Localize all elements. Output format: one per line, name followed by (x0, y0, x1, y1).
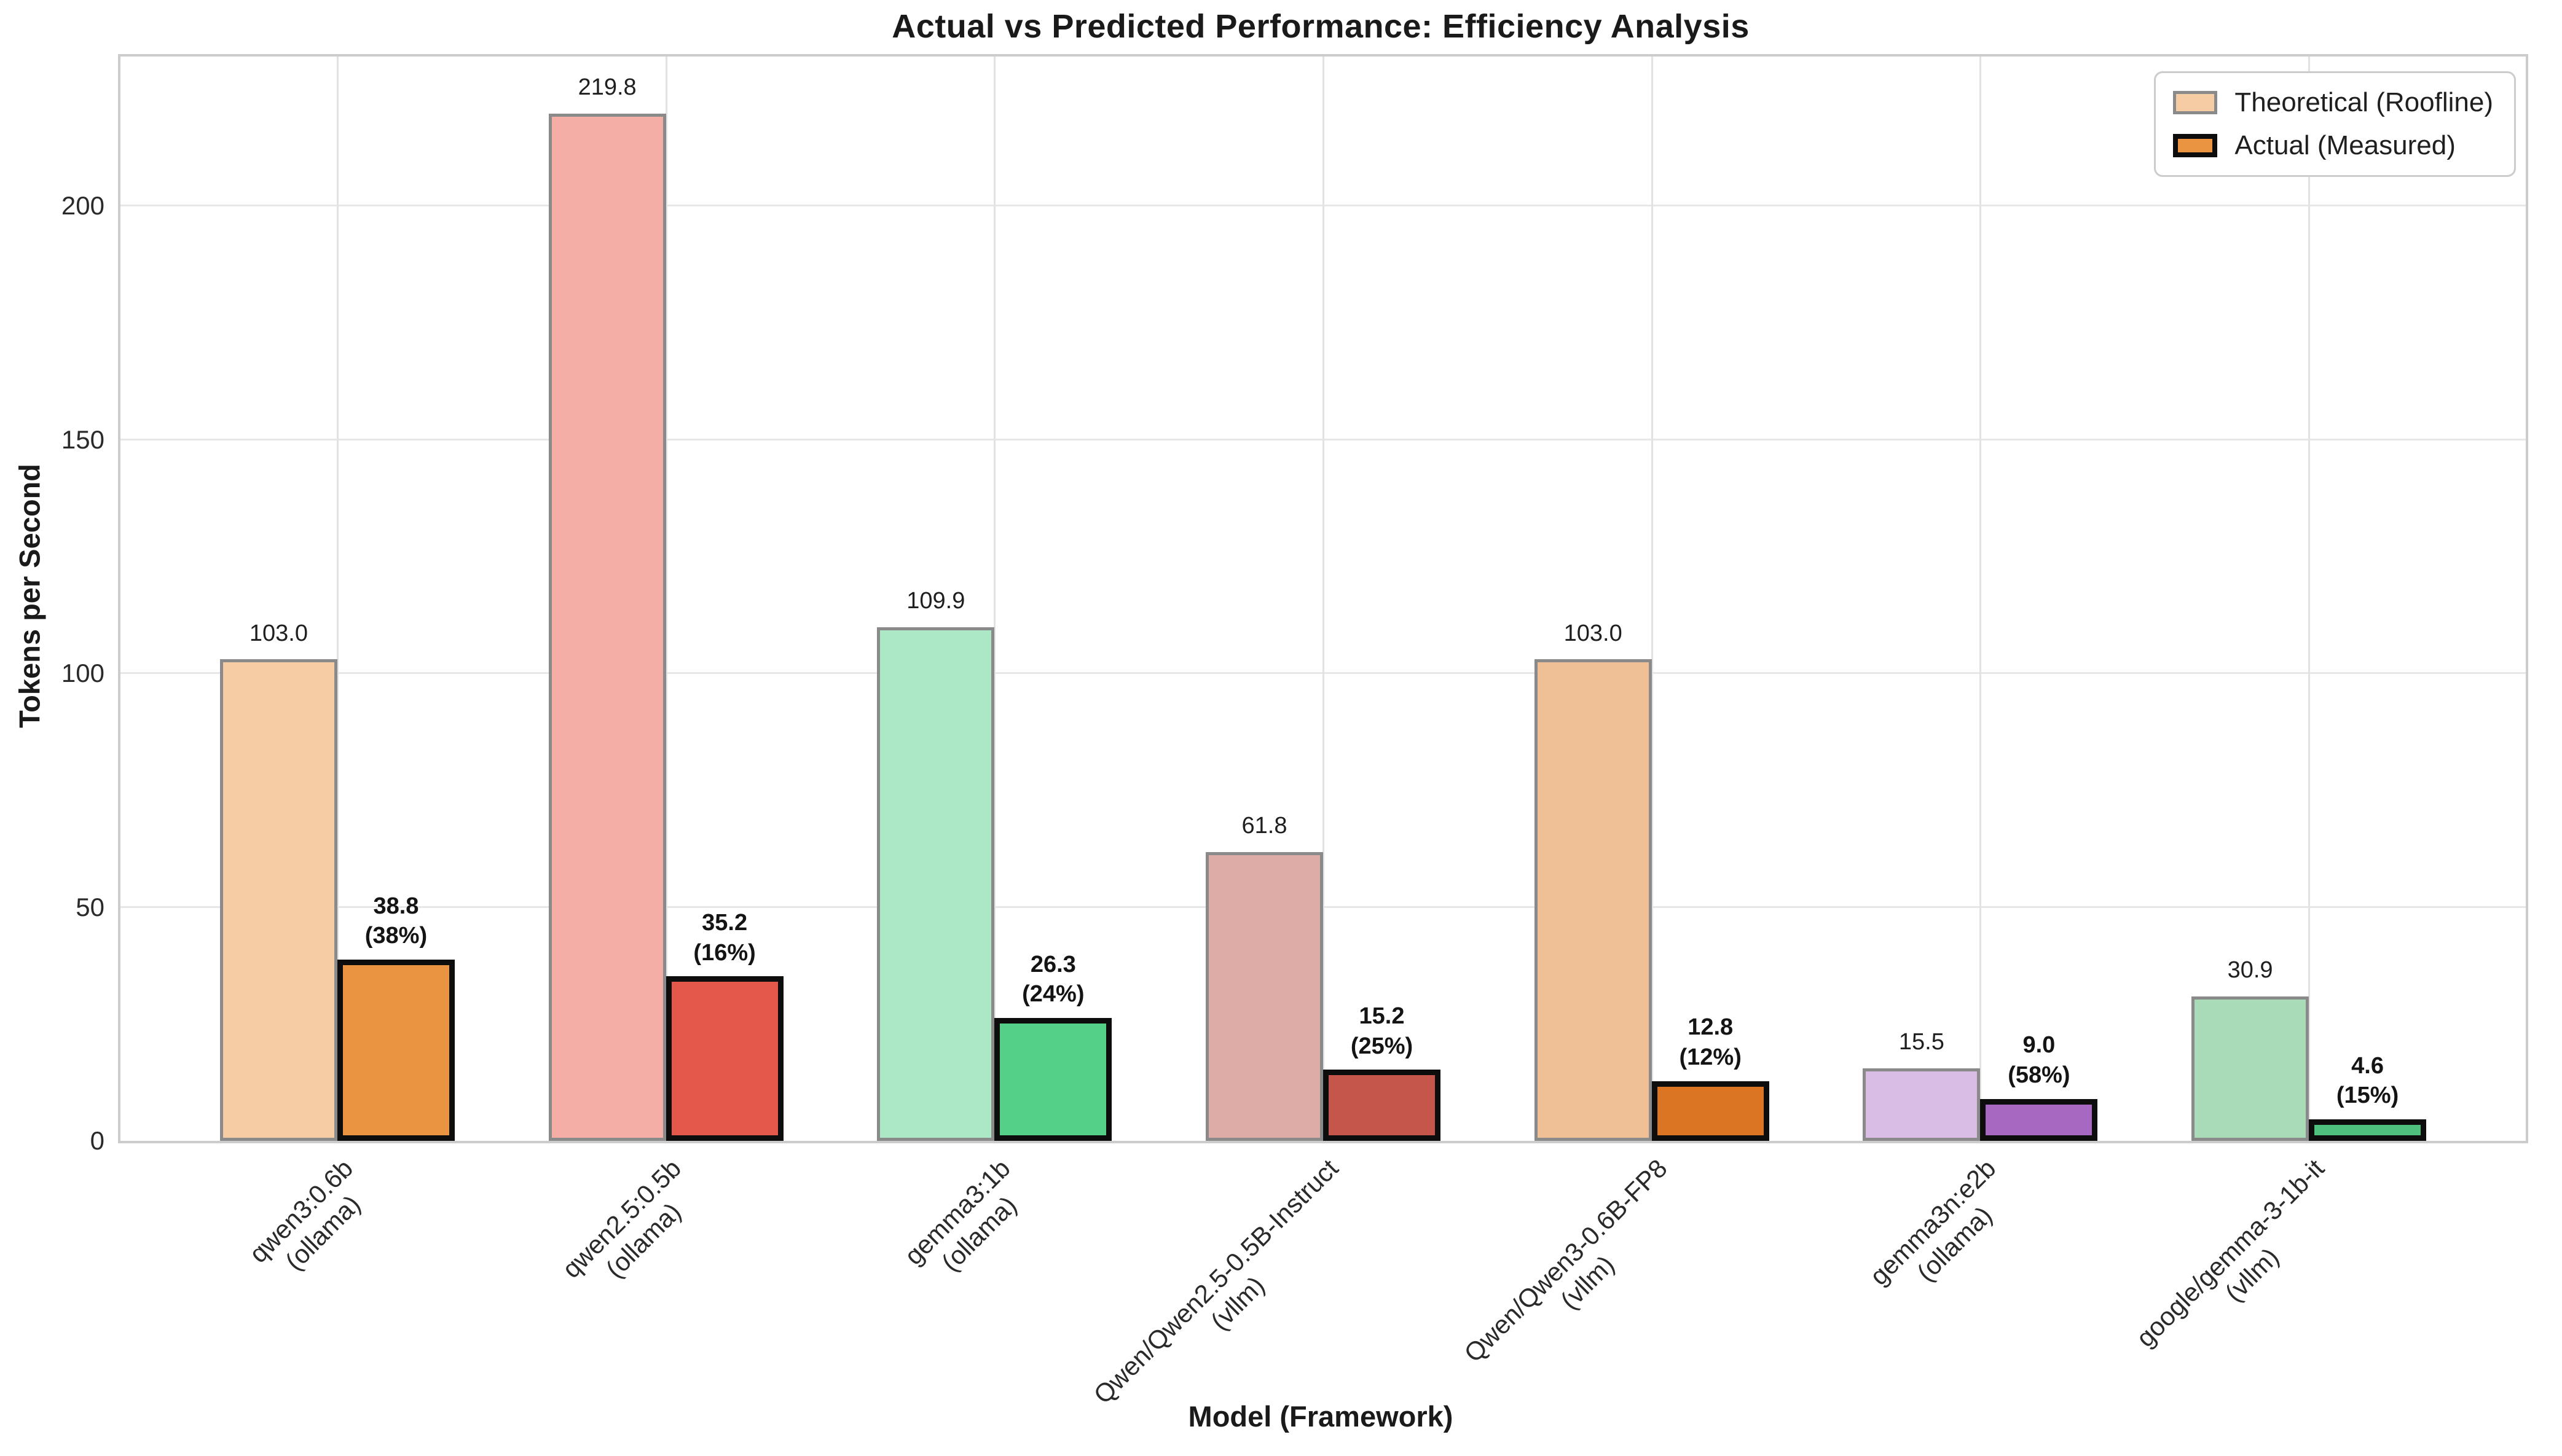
theoretical-bar (1534, 659, 1652, 1141)
x-tick-label: qwen2.5:0.5b (ollama) (556, 1153, 687, 1284)
theoretical-value-label: 103.0 (1563, 620, 1622, 646)
actual-bar (1651, 1081, 1769, 1141)
x-gridline (665, 57, 667, 1141)
y-axis-label: Tokens per Second (13, 463, 46, 729)
x-tick-label: Qwen/Qwen2.5-0.5B-Instruct (vllm) (1088, 1153, 1344, 1409)
legend: Theoretical (Roofline) Actual (Measured) (2154, 71, 2516, 177)
plot-area: Theoretical (Roofline) Actual (Measured)… (61, 54, 2528, 1409)
actual-value-label: 4.6 (15%) (2336, 1052, 2399, 1109)
actual-bar (666, 976, 784, 1141)
x-axis-label: Model (Framework) (1188, 1400, 1453, 1433)
x-gridline (1651, 57, 1653, 1141)
actual-value-label: 9.0 (58%) (2008, 1032, 2070, 1088)
theoretical-bar (877, 627, 995, 1141)
actual-value-label: 15.2 (25%) (1350, 1003, 1413, 1059)
x-gridline (994, 57, 996, 1141)
actual-bar (337, 959, 455, 1141)
actual-bar (1980, 1098, 2098, 1141)
actual-value-label: 12.8 (12%) (1679, 1014, 1742, 1070)
x-tick-label: gemma3:1b (ollama) (898, 1153, 1022, 1277)
legend-item: Actual (Measured) (2173, 132, 2493, 159)
y-tick-label: 200 (61, 191, 104, 221)
x-tick-label: Qwen/Qwen3-0.6B-FP8 (vllm) (1458, 1153, 1673, 1368)
theoretical-bar (219, 659, 337, 1141)
y-tick-label: 100 (61, 659, 104, 688)
legend-swatch-theoretical-icon (2173, 91, 2218, 114)
actual-value-label: 38.8 (38%) (364, 893, 428, 949)
x-gridline (336, 57, 339, 1141)
actual-bar (994, 1017, 1112, 1141)
theoretical-value-label: 103.0 (249, 620, 308, 646)
x-tick-label: gemma3n:e2b (ollama) (1864, 1153, 2002, 1291)
y-tick-label: 50 (76, 892, 104, 922)
x-gridline (1322, 57, 1324, 1141)
theoretical-value-label: 219.8 (578, 74, 637, 101)
theoretical-bar (2191, 996, 2309, 1141)
legend-swatch-actual-icon (2173, 134, 2218, 157)
legend-label-theoretical: Theoretical (Roofline) (2234, 87, 2493, 117)
actual-bar (2309, 1119, 2427, 1141)
theoretical-bar (548, 113, 666, 1141)
theoretical-bar (1206, 851, 1323, 1141)
y-tick-label: 0 (90, 1126, 104, 1155)
actual-bar (1323, 1070, 1440, 1141)
actual-value-label: 35.2 (16%) (693, 909, 756, 966)
legend-label-actual: Actual (Measured) (2234, 130, 2456, 160)
chart-title: Actual vs Predicted Performance: Efficie… (892, 8, 1750, 45)
theoretical-bar (1863, 1068, 1981, 1141)
actual-value-label: 26.3 (24%) (1022, 951, 1085, 1008)
x-gridline (2308, 57, 2311, 1141)
y-tick-label: 150 (61, 425, 104, 454)
theoretical-value-label: 109.9 (906, 588, 965, 614)
legend-item: Theoretical (Roofline) (2173, 89, 2493, 116)
theoretical-value-label: 30.9 (2227, 957, 2273, 984)
theoretical-value-label: 15.5 (1898, 1029, 1944, 1055)
x-gridline (1979, 57, 1982, 1141)
x-tick-label: qwen3:0.6b (ollama) (243, 1153, 366, 1276)
theoretical-value-label: 61.8 (1241, 813, 1287, 839)
x-tick-label: google/gemma-3-1b-it (vllm) (2131, 1153, 2330, 1353)
